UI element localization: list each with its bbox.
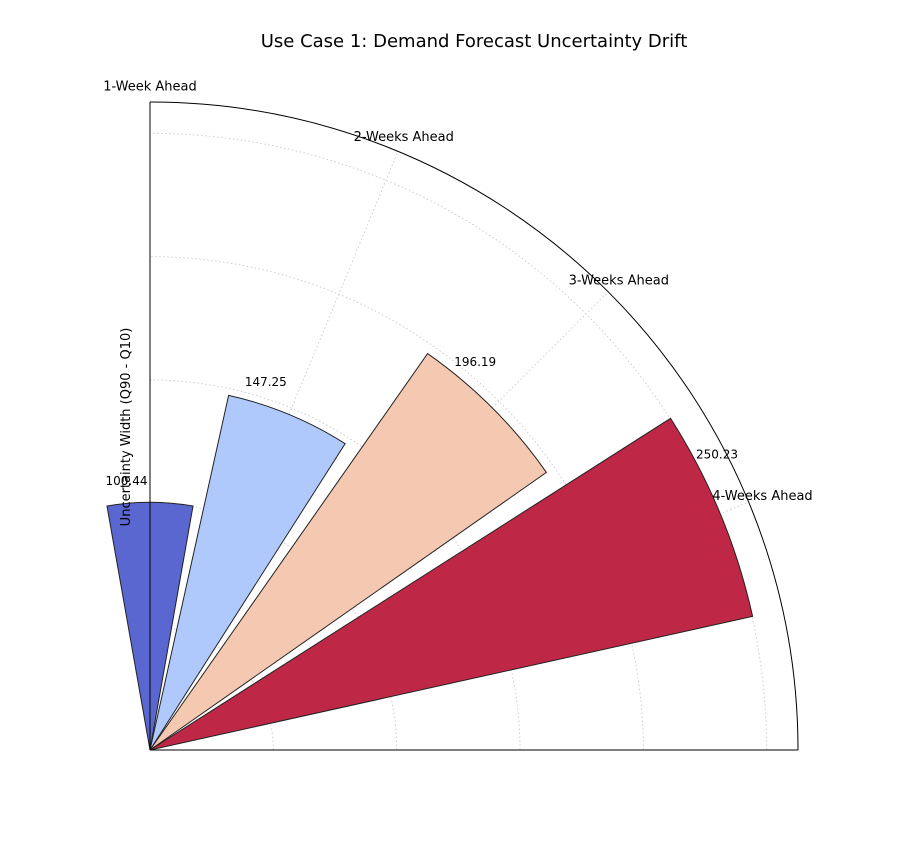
value-label-2: 147.25	[245, 375, 287, 389]
value-label-3: 196.19	[454, 355, 496, 369]
bar-4	[149, 417, 754, 751]
y-axis-label: Uncertainty Width (Q90 - Q10)	[119, 328, 134, 527]
category-label-2: 2-Weeks Ahead	[354, 130, 454, 145]
labels: 1-Week Ahead 2-Weeks Ahead 3-Weeks Ahead 4-…	[103, 80, 812, 504]
category-label-3: 3-Weeks Ahead	[569, 274, 669, 289]
bar-3	[149, 352, 548, 751]
value-label-1: 100.44	[105, 474, 147, 488]
bars	[106, 101, 799, 751]
chart-title: Use Case 1: Demand Forecast Uncertainty …	[261, 31, 688, 52]
bar-2	[149, 394, 346, 751]
category-label-1: 1-Week Ahead	[103, 80, 197, 95]
category-label-4: 4-Weeks Ahead	[712, 489, 812, 504]
outer-arc	[149, 101, 799, 751]
value-label-4: 250.23	[696, 447, 738, 461]
circular-gridline	[149, 132, 768, 751]
